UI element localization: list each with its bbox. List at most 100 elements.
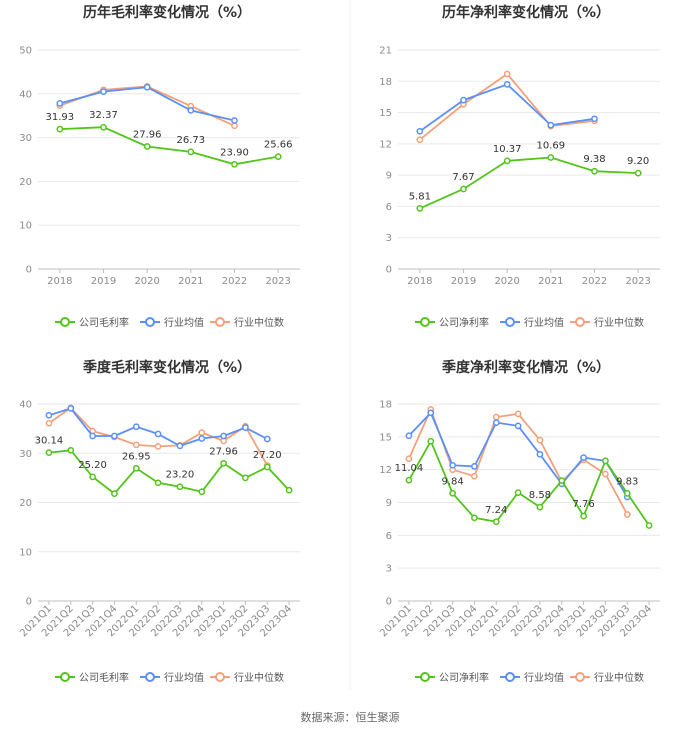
legend-marker-icon bbox=[215, 317, 225, 327]
data-label: 32.37 bbox=[89, 110, 118, 121]
data-label: 25.20 bbox=[78, 460, 107, 471]
y-tick-label: 15 bbox=[379, 432, 392, 443]
data-point-company bbox=[416, 205, 424, 212]
data-label: 9.83 bbox=[616, 476, 638, 487]
data-label: 26.95 bbox=[122, 451, 151, 462]
legend-marker-icon bbox=[145, 672, 155, 682]
data-label: 10.37 bbox=[493, 144, 522, 155]
x-tick-label: 2021 bbox=[178, 276, 203, 287]
legend-item-company[interactable]: 公司净利率 bbox=[415, 671, 489, 684]
data-point-industry-median bbox=[154, 443, 162, 450]
data-point-industry-avg bbox=[45, 411, 53, 419]
data-point-industry-avg bbox=[143, 83, 151, 91]
data-label: 7.24 bbox=[485, 505, 507, 516]
series-line-company bbox=[419, 156, 639, 210]
legend-marker-icon bbox=[145, 317, 155, 327]
legend-marker-icon bbox=[420, 672, 430, 682]
legend-marker-icon bbox=[575, 317, 585, 327]
data-label: 7.76 bbox=[572, 499, 594, 510]
legend-item-industry-median[interactable]: 行业中位数 bbox=[210, 671, 284, 684]
legend-label: 行业均值 bbox=[524, 671, 564, 684]
data-point-industry-avg bbox=[580, 454, 587, 461]
data-point-company bbox=[471, 514, 478, 522]
legend-item-industry-median[interactable]: 行业中位数 bbox=[570, 316, 644, 329]
data-point-company bbox=[427, 437, 435, 445]
legend-label: 行业中位数 bbox=[234, 316, 284, 329]
y-tick-label: 0 bbox=[26, 597, 32, 608]
legend-label: 公司毛利率 bbox=[79, 316, 129, 329]
y-tick-label: 40 bbox=[19, 89, 32, 100]
data-point-industry-avg bbox=[416, 127, 424, 135]
data-point-company bbox=[536, 503, 544, 511]
data-point-industry-avg bbox=[460, 96, 467, 104]
data-label: 30.14 bbox=[35, 436, 64, 447]
data-point-industry-avg bbox=[154, 430, 162, 438]
data-point-industry-median bbox=[416, 136, 424, 144]
data-point-industry-median bbox=[132, 441, 140, 449]
data-point-company bbox=[492, 518, 500, 526]
chart-title: 季度净利率变化情况（%） bbox=[441, 359, 610, 376]
data-point-company bbox=[143, 143, 151, 150]
legend-net-annual: 公司净利率 行业均值 行业中位数 bbox=[415, 316, 644, 329]
data-point-company bbox=[89, 473, 96, 481]
y-tick-label: 40 bbox=[19, 400, 32, 411]
data-label: 26.73 bbox=[177, 135, 206, 146]
data-point-company bbox=[198, 488, 206, 496]
quarterly-gross-margin-chart: 季度毛利率变化情况（%） 0102030402021Q12021Q22021Q3… bbox=[18, 359, 300, 639]
legend-marker-icon bbox=[420, 317, 430, 327]
x-tick-label: 2023 bbox=[625, 276, 650, 287]
data-point-company bbox=[547, 154, 555, 161]
legend-label: 行业均值 bbox=[164, 316, 204, 329]
y-tick-label: 3 bbox=[386, 233, 392, 244]
data-point-company bbox=[45, 449, 53, 456]
data-point-industry-avg bbox=[67, 405, 75, 412]
x-tick-label: 2019 bbox=[451, 276, 476, 287]
legend-item-industry-avg[interactable]: 行业均值 bbox=[140, 316, 204, 329]
legend-gross-annual: 公司毛利率 行业均值 行业中位数 bbox=[55, 316, 284, 329]
series-line-company bbox=[408, 439, 650, 527]
data-point-company bbox=[514, 489, 522, 496]
y-tick-label: 30 bbox=[19, 133, 32, 144]
legend-item-company[interactable]: 公司毛利率 bbox=[55, 671, 129, 684]
legend-item-industry-avg[interactable]: 行业均值 bbox=[140, 671, 204, 684]
legend-item-company[interactable]: 公司毛利率 bbox=[55, 316, 129, 329]
legend-item-industry-median[interactable]: 行业中位数 bbox=[570, 671, 644, 684]
legend-label: 公司毛利率 bbox=[79, 671, 129, 684]
legend-gross-quarterly: 公司毛利率 行业均值 行业中位数 bbox=[55, 671, 284, 684]
data-point-industry-avg bbox=[591, 115, 598, 123]
data-point-company bbox=[176, 483, 184, 491]
data-point-company bbox=[154, 479, 162, 487]
data-point-company bbox=[645, 522, 653, 529]
x-tick-label: 2018 bbox=[407, 276, 432, 287]
legend-item-industry-avg[interactable]: 行业均值 bbox=[500, 671, 564, 684]
legend-label: 行业均值 bbox=[164, 671, 204, 684]
data-point-industry-avg bbox=[242, 424, 249, 431]
legend-label: 行业中位数 bbox=[594, 671, 644, 684]
x-tick-label: 2023 bbox=[265, 276, 290, 287]
data-point-industry-median bbox=[198, 429, 206, 436]
y-tick-label: 15 bbox=[379, 108, 392, 119]
legend-item-industry-avg[interactable]: 行业均值 bbox=[500, 316, 564, 329]
data-point-industry-avg bbox=[263, 435, 271, 443]
data-point-company bbox=[405, 476, 413, 484]
data-point-industry-median bbox=[231, 122, 238, 130]
legend-item-industry-median[interactable]: 行业中位数 bbox=[210, 316, 284, 329]
data-point-company bbox=[580, 512, 587, 520]
data-label: 7.67 bbox=[452, 172, 474, 183]
data-label: 11.04 bbox=[395, 463, 424, 474]
data-label: 27.20 bbox=[253, 450, 282, 461]
annual-net-margin-chart: 历年净利率变化情况（%） 0 3 6 9 12 15 18 21 2018 2019 2020 202… bbox=[379, 4, 660, 287]
y-tick-label: 10 bbox=[19, 221, 32, 232]
legend-item-company[interactable]: 公司净利率 bbox=[415, 316, 489, 329]
data-label: 5.81 bbox=[409, 191, 431, 202]
x-tick-label: 2018 bbox=[47, 276, 72, 287]
quarterly-net-margin-chart: 季度净利率变化情况（%） 03691215182021Q12021Q22021Q… bbox=[378, 359, 660, 639]
data-point-industry-median bbox=[405, 455, 413, 463]
data-point-company bbox=[602, 457, 609, 465]
data-point-industry-median bbox=[45, 419, 53, 427]
data-point-industry-median bbox=[536, 436, 544, 444]
x-tick-label: 2020 bbox=[134, 276, 159, 287]
y-tick-label: 10 bbox=[19, 547, 32, 558]
series-line-company bbox=[48, 449, 290, 495]
